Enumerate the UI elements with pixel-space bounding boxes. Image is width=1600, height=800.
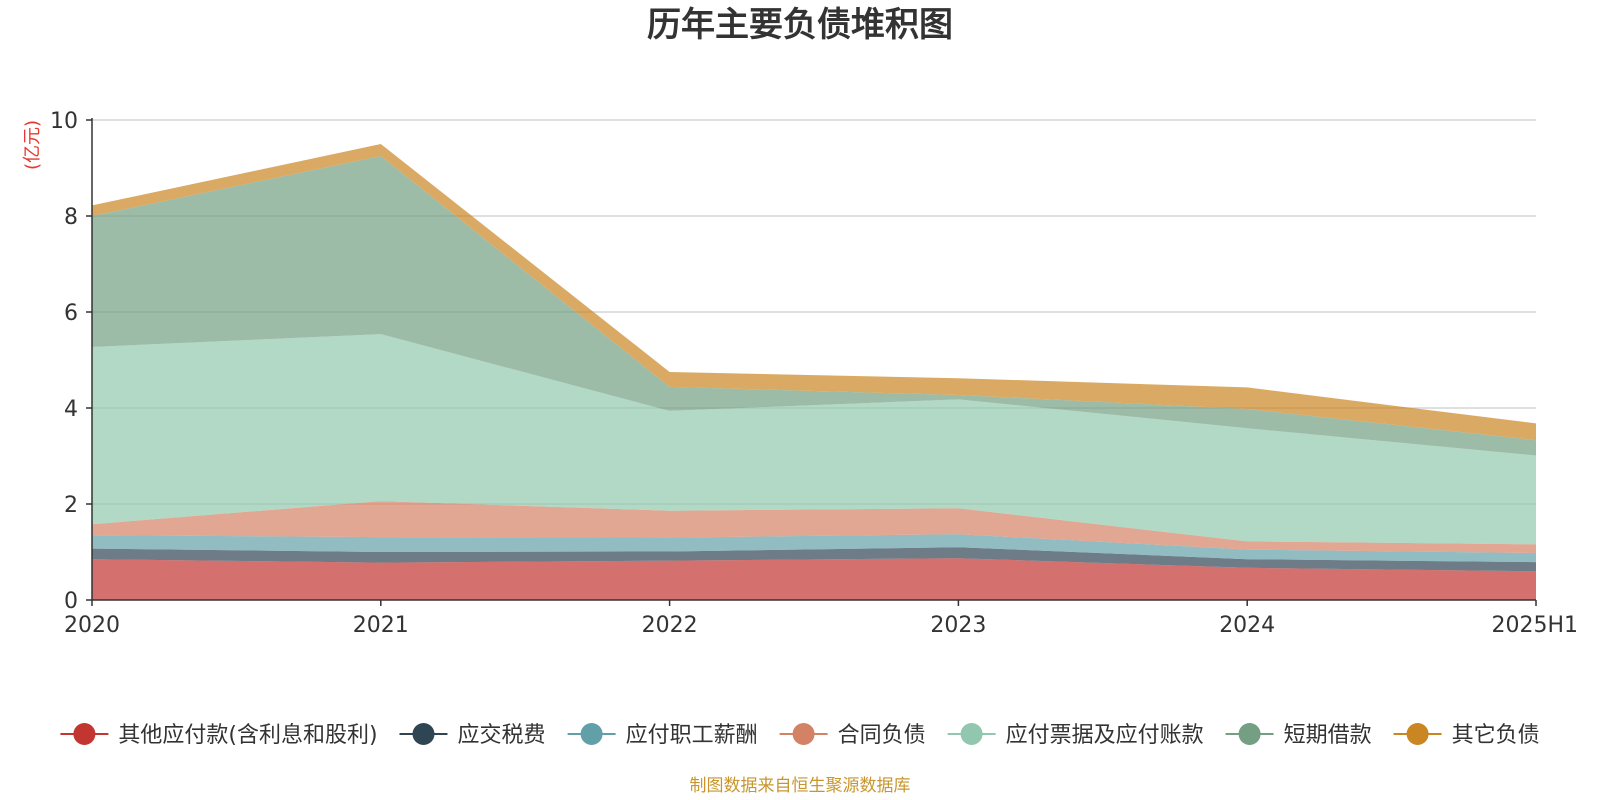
legend-label: 合同负债 <box>838 723 926 748</box>
x-tick-label: 2022 <box>642 613 698 638</box>
legend-label: 短期借款 <box>1284 723 1372 748</box>
y-tick-label: 8 <box>64 205 78 230</box>
legend-marker <box>412 723 435 745</box>
area-合同负债 <box>92 501 1536 553</box>
legend-marker <box>580 723 603 745</box>
y-tick-label: 4 <box>64 397 78 422</box>
x-tick-label: 2020 <box>64 613 120 638</box>
legend-label: 应交税费 <box>458 723 546 748</box>
legend-marker <box>960 723 983 745</box>
legend-item-应付票据及应付账款[interactable]: 应付票据及应付账款 <box>947 723 1204 748</box>
legend-item-应付职工薪酬[interactable]: 应付职工薪酬 <box>567 723 758 748</box>
area-应付职工薪酬 <box>92 534 1536 563</box>
legend-item-合同负债[interactable]: 合同负债 <box>779 723 926 748</box>
x-tick-label: 2025H1 <box>1491 613 1578 638</box>
areas <box>92 144 1536 600</box>
y-tick-label: 0 <box>64 589 78 614</box>
area-其他应付款-含利息和股利 <box>92 558 1536 600</box>
legend-label: 其他应付款(含利息和股利) <box>118 723 377 748</box>
area-其它负债 <box>92 144 1536 441</box>
y-unit-label: (亿元) <box>22 120 43 170</box>
x-tick-label: 2021 <box>353 613 409 638</box>
area-短期借款 <box>92 156 1536 456</box>
area-应交税费 <box>92 547 1536 572</box>
y-tick-label: 10 <box>50 109 78 134</box>
legend-label: 应付职工薪酬 <box>626 723 758 748</box>
legend-label: 应付票据及应付账款 <box>1006 723 1204 748</box>
axes: 0 2 4 6 8 10 2020 2021 2022 2023 2024 2025H1 <box>50 109 1578 638</box>
legend-item-其它负债[interactable]: 其它负债 <box>1393 723 1540 748</box>
area-应付票据及应付账款 <box>92 334 1536 545</box>
legend-marker <box>1238 723 1261 745</box>
legend-marker <box>1406 723 1429 745</box>
legend-marker <box>792 723 815 745</box>
x-tick-label: 2024 <box>1219 613 1275 638</box>
y-tick-label: 6 <box>64 301 78 326</box>
legend-item-应交税费[interactable]: 应交税费 <box>399 723 546 748</box>
legend-marker <box>73 723 96 745</box>
legend-label: 其它负债 <box>1452 723 1540 748</box>
legend[interactable]: 其他应付款(含利息和股利) 应交税费 应付职工薪酬 合同负债 应付票据及应付账款 短期借款… <box>60 723 1540 748</box>
x-tick-label: 2023 <box>930 613 986 638</box>
source-note: 制图数据来自恒生聚源数据库 <box>690 776 911 796</box>
chart-title: 历年主要负债堆积图 <box>647 5 953 45</box>
legend-item-其他应付款-含利息和股利[interactable]: 其他应付款(含利息和股利) <box>60 723 378 748</box>
y-tick-label: 2 <box>64 493 78 518</box>
legend-item-短期借款[interactable]: 短期借款 <box>1225 723 1372 748</box>
